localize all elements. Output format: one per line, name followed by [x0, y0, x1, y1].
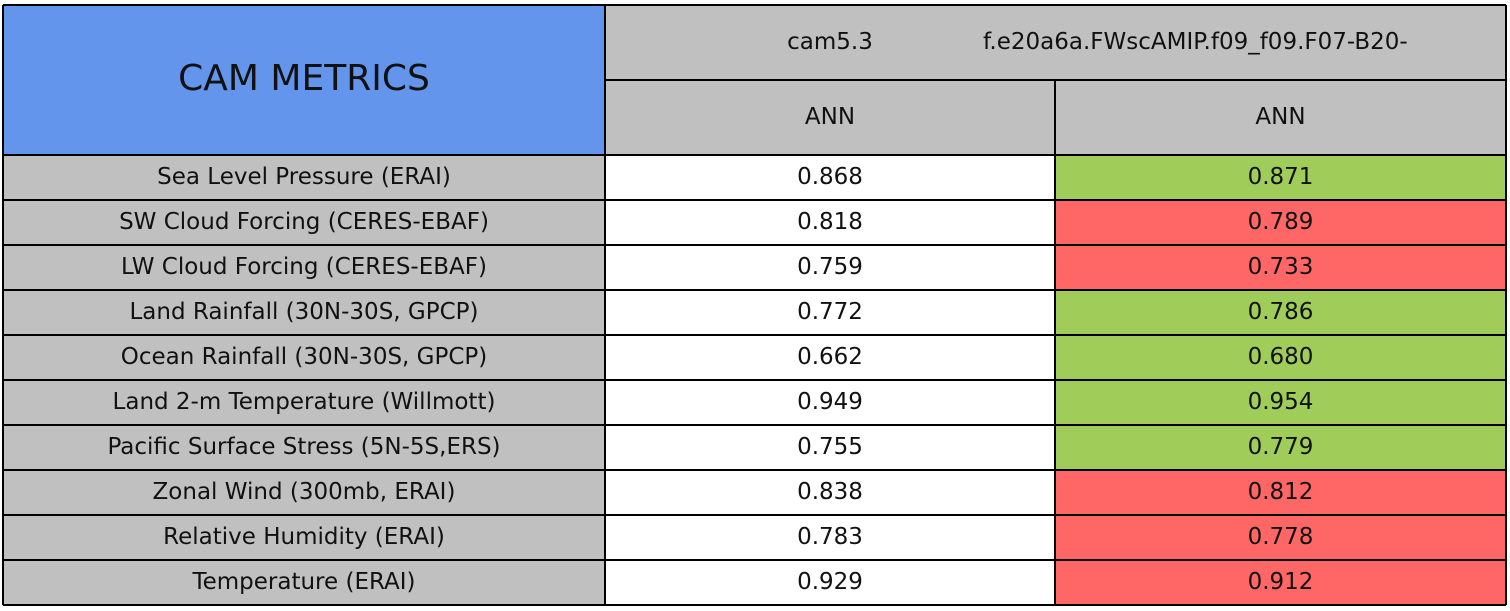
- cell-value: 0.755: [797, 434, 863, 460]
- row-label: Zonal Wind (300mb, ERAI): [153, 479, 456, 505]
- value-cell: [1055, 290, 1506, 335]
- value-cell: [1055, 335, 1506, 380]
- value-cell: [1055, 380, 1506, 425]
- value-cell: [605, 425, 1055, 470]
- cell-value: 0.929: [797, 569, 863, 595]
- cell-value: 0.662: [797, 344, 863, 370]
- column-header: f.e20a6a.FWscAMIP.f09_f09.F07-B20-: [983, 29, 1408, 55]
- season-header: ANN: [1255, 104, 1305, 130]
- cell-value: 0.786: [1248, 299, 1314, 325]
- cell-value: 0.812: [1248, 479, 1314, 505]
- row-label-cell: [3, 290, 605, 335]
- value-cell: [605, 335, 1055, 380]
- value-cell: [605, 155, 1055, 200]
- value-cell: [605, 470, 1055, 515]
- row-label: Pacific Surface Stress (5N-5S,ERS): [107, 434, 500, 460]
- row-label-cell: [3, 245, 605, 290]
- row-label-cell: [3, 335, 605, 380]
- value-cell: [605, 380, 1055, 425]
- value-cell: [605, 200, 1055, 245]
- value-cell: [1055, 560, 1506, 605]
- cell-value: 0.838: [797, 479, 863, 505]
- value-cell: [1055, 425, 1506, 470]
- row-label: Ocean Rainfall (30N-30S, GPCP): [121, 344, 488, 370]
- row-label-cell: [3, 200, 605, 245]
- cell-value: 0.818: [797, 209, 863, 235]
- row-label-cell: [3, 560, 605, 605]
- row-label: Temperature (ERAI): [191, 569, 415, 595]
- row-label: Land 2-m Temperature (Willmott): [113, 389, 496, 415]
- cell-value: 0.779: [1248, 434, 1314, 460]
- row-label: LW Cloud Forcing (CERES-EBAF): [121, 254, 487, 280]
- value-cell: [605, 290, 1055, 335]
- cell-value: 0.871: [1248, 164, 1314, 190]
- cell-value: 0.783: [797, 524, 863, 550]
- cell-value: 0.778: [1248, 524, 1314, 550]
- cell-value: 0.954: [1248, 389, 1314, 415]
- row-label: Sea Level Pressure (ERAI): [157, 164, 451, 190]
- row-label: SW Cloud Forcing (CERES-EBAF): [119, 209, 489, 235]
- title-cell: [3, 5, 605, 155]
- row-label: Relative Humidity (ERAI): [163, 524, 445, 550]
- value-cell: [1055, 200, 1506, 245]
- row-label: Land Rainfall (30N-30S, GPCP): [129, 299, 478, 325]
- table-title: CAM METRICS: [178, 58, 430, 99]
- row-label-cell: [3, 470, 605, 515]
- value-cell: [1055, 515, 1506, 560]
- value-cell: [605, 515, 1055, 560]
- cell-value: 0.759: [797, 254, 863, 280]
- row-label-cell: [3, 425, 605, 470]
- row-label-cell: [3, 515, 605, 560]
- column-header: cam5.3: [787, 29, 873, 55]
- value-cell: [605, 245, 1055, 290]
- value-cell: [1055, 155, 1506, 200]
- cell-value: 0.772: [797, 299, 863, 325]
- cell-value: 0.912: [1248, 569, 1314, 595]
- cell-value: 0.868: [797, 164, 863, 190]
- cell-value: 0.789: [1248, 209, 1314, 235]
- cell-value: 0.949: [797, 389, 863, 415]
- value-cell: [1055, 245, 1506, 290]
- season-header: ANN: [805, 104, 855, 130]
- value-cell: [1055, 470, 1506, 515]
- cell-value: 0.733: [1248, 254, 1314, 280]
- cell-value: 0.680: [1248, 344, 1314, 370]
- value-cell: [605, 560, 1055, 605]
- row-label-cell: [3, 380, 605, 425]
- row-label-cell: [3, 155, 605, 200]
